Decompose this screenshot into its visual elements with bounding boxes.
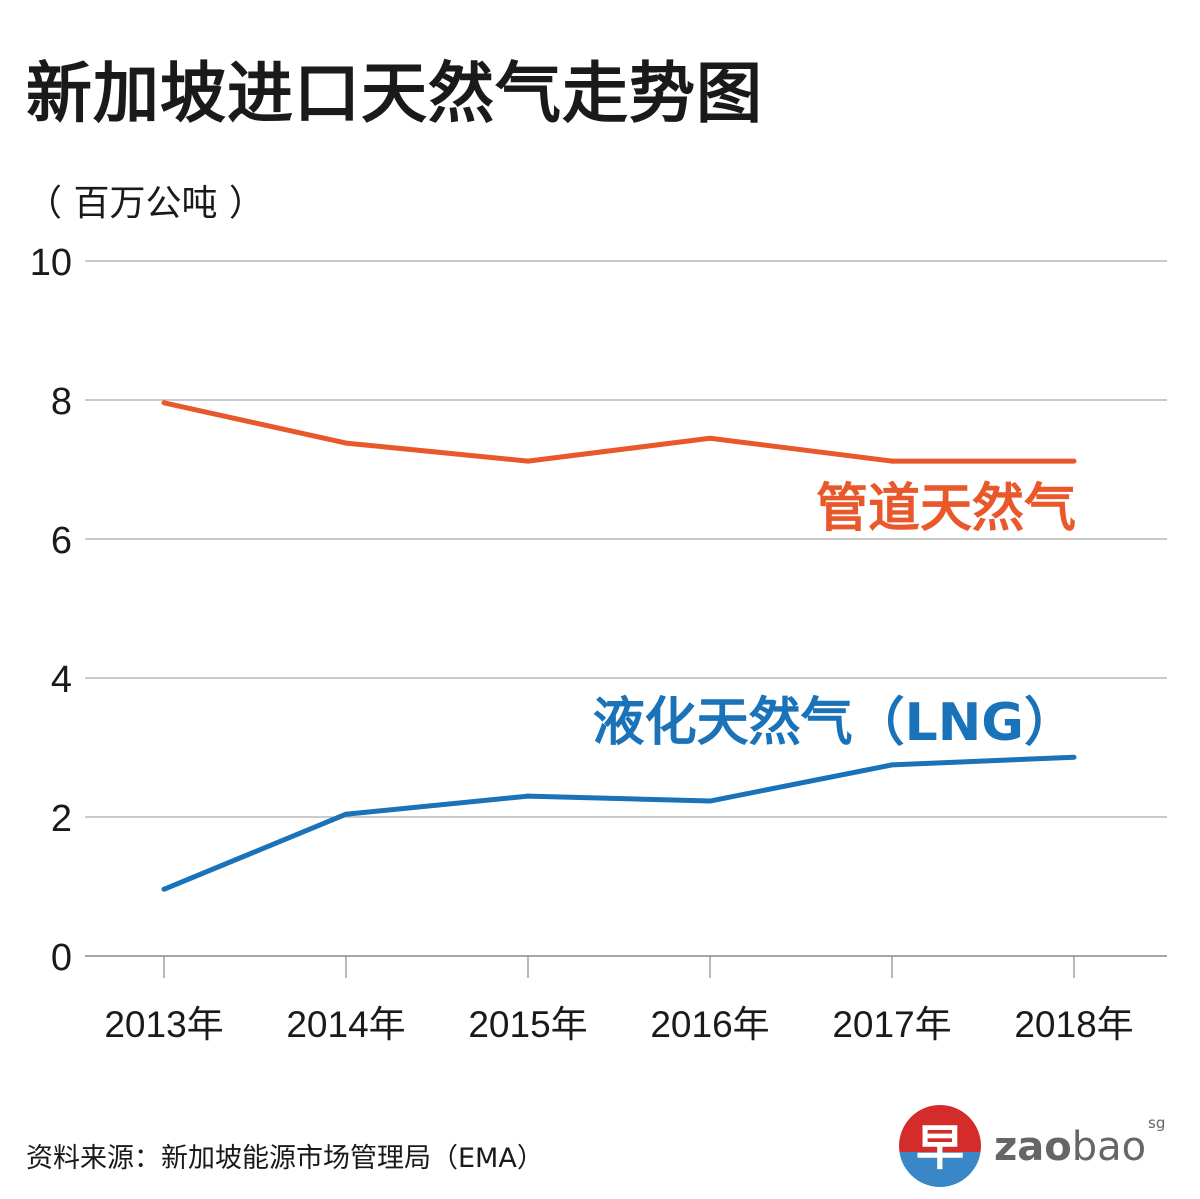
- svg-text:sg: sg: [1148, 1114, 1165, 1132]
- x-tick-label: 2013年: [104, 1004, 223, 1045]
- y-tick-label: 8: [51, 381, 72, 423]
- y-tick-label: 0: [51, 937, 72, 979]
- zaobao-logo: 早 zaobao sg: [899, 1105, 1165, 1187]
- svg-text:早: 早: [916, 1120, 964, 1176]
- data-point: [525, 793, 531, 799]
- data-point: [889, 762, 895, 768]
- series-label: 液化天然气（LNG）: [593, 693, 1076, 753]
- y-tick-label: 10: [30, 242, 72, 284]
- y-tick-label: 6: [51, 520, 72, 562]
- x-tick-label: 2016年: [650, 1004, 769, 1045]
- series-line-2: [163, 754, 1075, 892]
- data-point: [707, 798, 713, 804]
- chart-title: 新加坡进口天然气走势图: [26, 55, 763, 132]
- data-point: [343, 811, 349, 817]
- y-tick-label: 2: [51, 798, 72, 840]
- series-line-1: [163, 400, 1074, 464]
- data-point: [707, 435, 713, 441]
- data-point: [1071, 754, 1077, 760]
- y-tick-label: 4: [51, 659, 72, 701]
- data-point: [343, 440, 349, 446]
- x-tick-label: 2014年: [286, 1004, 405, 1045]
- x-tick-label: 2018年: [1014, 1004, 1133, 1045]
- data-point: [1071, 458, 1077, 464]
- data-point: [889, 458, 895, 464]
- x-tick-label: 2017年: [832, 1004, 951, 1045]
- data-point: [161, 400, 167, 406]
- data-point: [525, 458, 531, 464]
- data-point: [161, 886, 167, 892]
- svg-text:zaobao: zaobao: [994, 1124, 1146, 1170]
- x-tick-label: 2015年: [468, 1004, 587, 1045]
- y-axis-unit: （ 百万公吨 ）: [26, 183, 265, 224]
- series-label: 管道天然气: [816, 479, 1076, 539]
- source-note: 资料来源：新加坡能源市场管理局（EMA）: [26, 1143, 544, 1174]
